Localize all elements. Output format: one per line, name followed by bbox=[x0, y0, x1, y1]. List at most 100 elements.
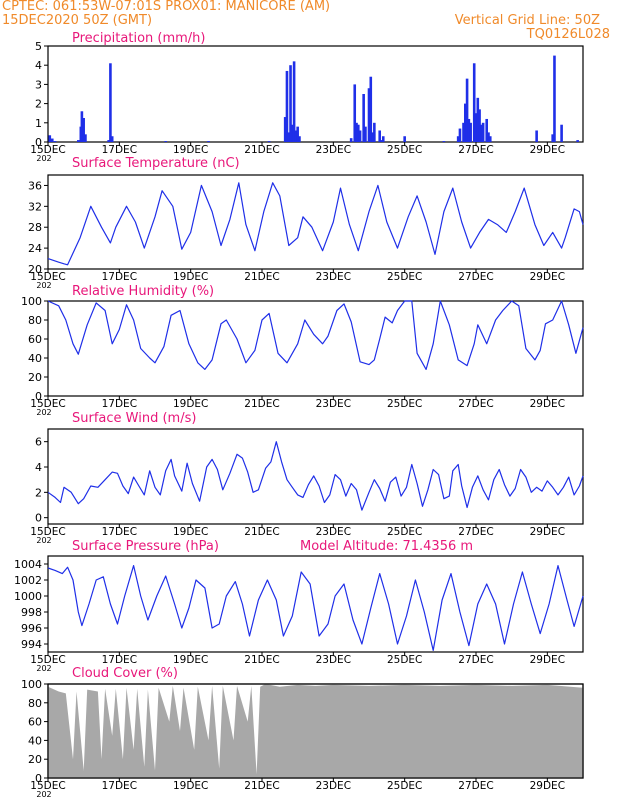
temp-ytick-label: 20 bbox=[28, 263, 42, 276]
precip-bar bbox=[576, 140, 579, 142]
panel-rh bbox=[44, 300, 584, 400]
precip-bar bbox=[353, 84, 357, 142]
header-grid-note: Vertical Grid Line: 50Z bbox=[454, 13, 600, 28]
cloud-title: Cloud Cover (%) bbox=[72, 666, 178, 681]
precip-bar bbox=[109, 63, 112, 142]
wind-frame bbox=[47, 428, 584, 525]
precip-year-fragment: 202 bbox=[36, 154, 51, 163]
panel-wind bbox=[44, 428, 584, 528]
precip-bar bbox=[164, 141, 167, 142]
precip-bar bbox=[292, 61, 296, 142]
precip-xtick-label: 17DEC bbox=[102, 144, 137, 156]
wind-xtick-label: 25DEC bbox=[387, 526, 422, 538]
wind-line bbox=[47, 441, 584, 511]
precip-bar bbox=[464, 103, 467, 142]
cloud-ytick-label: 60 bbox=[28, 716, 42, 729]
press-year-fragment: 202 bbox=[36, 664, 51, 673]
precip-bar bbox=[478, 109, 481, 142]
rh-xtick-label: 25DEC bbox=[387, 398, 422, 410]
precip-bar bbox=[456, 136, 460, 142]
precip-bar bbox=[371, 132, 374, 142]
panel-precip bbox=[44, 45, 584, 146]
panel-cloud bbox=[44, 683, 584, 782]
temp-frame bbox=[47, 174, 584, 270]
cloud-xtick-label: 17DEC bbox=[102, 780, 137, 792]
precip-xtick-label: 23DEC bbox=[316, 144, 351, 156]
press-ytick-label: 998 bbox=[21, 606, 42, 619]
press-ytick-label: 996 bbox=[21, 622, 42, 635]
press-ytick-label: 1000 bbox=[14, 590, 42, 603]
precip-bar bbox=[296, 126, 299, 142]
precip-xtick-label: 19DEC bbox=[173, 144, 208, 156]
precip-bar bbox=[298, 136, 301, 142]
cloud-xtick-label: 27DEC bbox=[458, 780, 493, 792]
rh-ytick-label: 0 bbox=[35, 390, 42, 403]
precip-bar bbox=[362, 94, 365, 142]
precip-bar bbox=[287, 132, 291, 142]
rh-xtick-label: 15DEC bbox=[30, 398, 65, 410]
press-title: Surface Pressure (hPa) bbox=[72, 539, 219, 554]
rh-frame bbox=[47, 300, 584, 397]
precip-bar bbox=[472, 63, 476, 142]
precip-bar bbox=[349, 138, 353, 142]
header-code: TQ0126L028 bbox=[526, 27, 610, 42]
temp-xtick-label: 17DEC bbox=[102, 271, 137, 283]
cloud-xtick-label: 15DEC bbox=[30, 780, 65, 792]
temp-title: Surface Temperature (nC) bbox=[72, 156, 240, 171]
wind-xtick-label: 29DEC bbox=[530, 526, 565, 538]
precip-bar bbox=[50, 138, 54, 142]
cloud-ytick-label: 80 bbox=[28, 697, 42, 710]
wind-ytick-label: 0 bbox=[35, 512, 42, 525]
precip-bar bbox=[82, 118, 85, 142]
precip-bar bbox=[289, 65, 292, 142]
wind-xtick-label: 19DEC bbox=[173, 526, 208, 538]
precip-bar bbox=[551, 134, 554, 142]
cloud-year-fragment: 202 bbox=[36, 790, 51, 799]
precip-frame bbox=[47, 45, 584, 143]
header-date: 15DEC2020 50Z (GMT) bbox=[2, 13, 153, 28]
precip-ytick-label: 5 bbox=[35, 40, 42, 53]
precip-bar bbox=[84, 134, 87, 142]
cloud-ytick-label: 0 bbox=[35, 772, 42, 785]
wind-year-fragment: 202 bbox=[36, 536, 51, 545]
wind-xtick-label: 15DEC bbox=[30, 526, 65, 538]
precip-ytick-label: 2 bbox=[35, 98, 42, 111]
precip-xtick-label: 29DEC bbox=[530, 144, 565, 156]
precip-xtick-label: 21DEC bbox=[244, 144, 279, 156]
precip-title: Precipitation (mm/h) bbox=[72, 31, 205, 46]
rh-year-fragment: 202 bbox=[36, 408, 51, 417]
press-xtick-label: 15DEC bbox=[30, 654, 65, 666]
precip-bar bbox=[107, 140, 110, 142]
rh-xtick-label: 23DEC bbox=[316, 398, 351, 410]
rh-line bbox=[47, 300, 584, 370]
press-ytick-label: 1004 bbox=[14, 558, 42, 571]
precip-bar bbox=[462, 122, 465, 142]
wind-xtick-label: 23DEC bbox=[316, 526, 351, 538]
rh-xtick-label: 19DEC bbox=[173, 398, 208, 410]
precip-bar bbox=[77, 140, 80, 142]
temp-xtick-label: 27DEC bbox=[458, 271, 493, 283]
press-xtick-label: 27DEC bbox=[458, 654, 493, 666]
precip-bar bbox=[485, 118, 488, 142]
rh-xtick-label: 17DEC bbox=[102, 398, 137, 410]
press-ytick-label: 1002 bbox=[14, 574, 42, 587]
precip-bar bbox=[294, 130, 298, 142]
rh-ytick-label: 40 bbox=[28, 352, 42, 365]
cloud-ytick-label: 100 bbox=[21, 678, 42, 691]
precip-bar bbox=[553, 55, 556, 142]
precip-xtick-label: 15DEC bbox=[30, 144, 65, 156]
precip-bar bbox=[48, 135, 52, 142]
precip-bar bbox=[373, 122, 376, 142]
precip-bar bbox=[357, 124, 360, 142]
press-xtick-label: 29DEC bbox=[530, 654, 565, 666]
precip-bar bbox=[467, 118, 471, 142]
rh-ytick-label: 60 bbox=[28, 333, 42, 346]
cloud-xtick-label: 23DEC bbox=[316, 780, 351, 792]
precip-bar bbox=[367, 88, 371, 142]
temp-xtick-label: 15DEC bbox=[30, 271, 65, 283]
precip-xtick-label: 25DEC bbox=[387, 144, 422, 156]
precip-bar bbox=[358, 130, 362, 142]
precip-bar bbox=[364, 126, 367, 142]
